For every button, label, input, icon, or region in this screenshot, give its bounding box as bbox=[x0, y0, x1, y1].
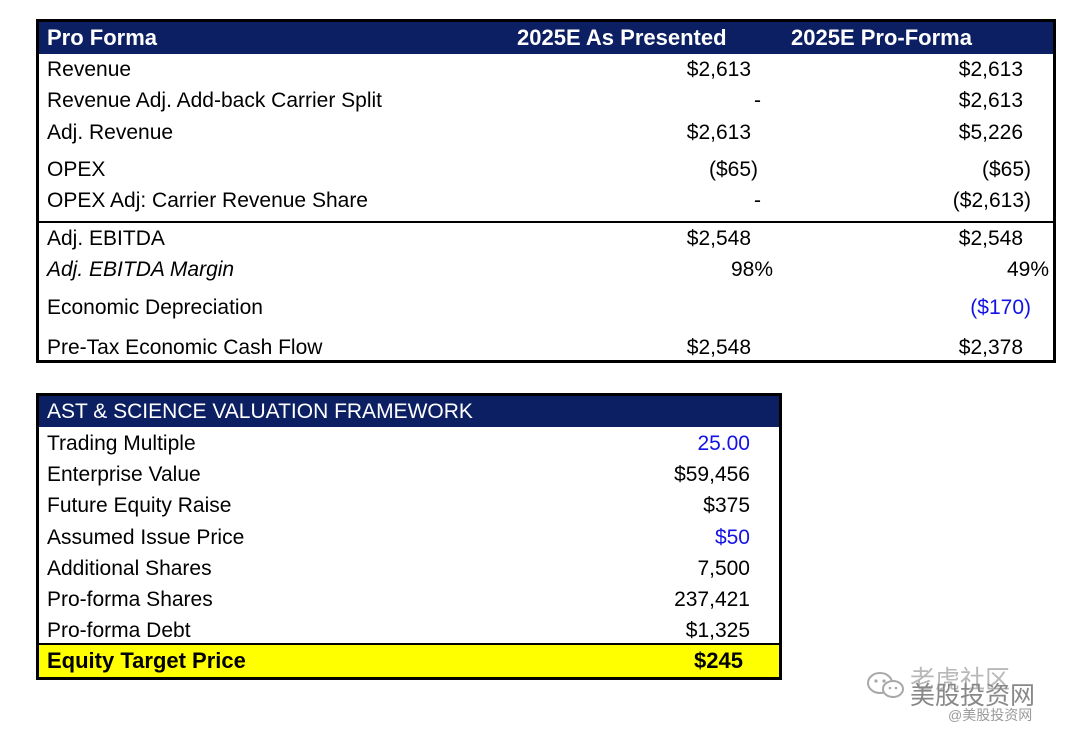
valuation-framework-table: AST & SCIENCE VALUATION FRAMEWORK Tradin… bbox=[36, 393, 782, 680]
row-label: Adj. EBITDA Margin bbox=[47, 258, 235, 281]
value-pro-forma: $2,613 bbox=[958, 58, 1023, 81]
value-as-presented: - bbox=[754, 89, 761, 112]
table-row: Assumed Issue Price $50 bbox=[39, 523, 779, 553]
watermark-line-3: @美股投资网 bbox=[948, 707, 1033, 723]
row-label: OPEX Adj: Carrier Revenue Share bbox=[47, 189, 368, 212]
row-value: $50 bbox=[714, 526, 750, 549]
table-row: Revenue Adj. Add-back Carrier Split - $2… bbox=[39, 86, 1053, 116]
value-pro-forma: $2,548 bbox=[958, 227, 1023, 250]
row-value: 25.00 bbox=[697, 432, 750, 455]
column-header-pro-forma: 2025E Pro-Forma bbox=[791, 25, 972, 50]
row-label: Assumed Issue Price bbox=[47, 526, 245, 549]
table-row: Enterprise Value $59,456 bbox=[39, 460, 779, 490]
table-row: Adj. EBITDA Margin 98% 49% bbox=[39, 255, 1053, 285]
value-pro-forma: ($65) bbox=[981, 158, 1031, 181]
row-value: 7,500 bbox=[697, 557, 750, 580]
row-label: Economic Depreciation bbox=[47, 296, 263, 319]
value-as-presented: ($65) bbox=[708, 158, 758, 181]
value-pro-forma: $5,226 bbox=[958, 121, 1023, 144]
table-row: Adj. EBITDA $2,548 $2,548 bbox=[39, 224, 1053, 254]
section-divider bbox=[39, 221, 1053, 223]
row-label: Trading Multiple bbox=[47, 432, 196, 455]
row-value: $375 bbox=[703, 494, 750, 517]
row-label: Pre-Tax Economic Cash Flow bbox=[47, 336, 323, 359]
table-row: Pro-forma Debt $1,325 bbox=[39, 616, 779, 646]
value-as-presented: $2,548 bbox=[686, 336, 751, 359]
value-pro-forma: $2,613 bbox=[958, 89, 1023, 112]
table-row: Future Equity Raise $375 bbox=[39, 491, 779, 521]
table-row: Pro-forma Shares 237,421 bbox=[39, 585, 779, 615]
equity-target-price-row: Equity Target Price $245 bbox=[39, 643, 779, 677]
row-label: Enterprise Value bbox=[47, 463, 201, 486]
value-pro-forma: 49% bbox=[1006, 258, 1049, 281]
value-as-presented: $2,613 bbox=[686, 58, 751, 81]
row-value: $1,325 bbox=[685, 619, 750, 642]
value-as-presented: 98% bbox=[730, 258, 773, 281]
valuation-header: AST & SCIENCE VALUATION FRAMEWORK bbox=[39, 396, 779, 427]
value-as-presented: $2,613 bbox=[686, 121, 751, 144]
wechat-icon bbox=[867, 672, 904, 698]
pro-forma-title: Pro Forma bbox=[47, 25, 158, 50]
pro-forma-table: Pro Forma 2025E As Presented 2025E Pro-F… bbox=[36, 19, 1056, 363]
watermark-line-1: 老虎社区 bbox=[910, 666, 1011, 694]
valuation-title: AST & SCIENCE VALUATION FRAMEWORK bbox=[47, 400, 473, 423]
row-label: Future Equity Raise bbox=[47, 494, 232, 517]
value-as-presented: $2,548 bbox=[686, 227, 751, 250]
value-pro-forma: ($170) bbox=[970, 296, 1031, 319]
value-as-presented: - bbox=[754, 189, 761, 212]
row-label: Revenue Adj. Add-back Carrier Split bbox=[47, 89, 383, 112]
table-row: OPEX Adj: Carrier Revenue Share - ($2,61… bbox=[39, 186, 1053, 216]
table-row: Economic Depreciation ($170) bbox=[39, 293, 1053, 323]
row-label: Additional Shares bbox=[47, 557, 212, 580]
target-label: Equity Target Price bbox=[47, 648, 246, 673]
value-pro-forma: ($2,613) bbox=[952, 189, 1031, 212]
row-label: OPEX bbox=[47, 158, 106, 181]
row-label: Adj. EBITDA bbox=[47, 227, 165, 250]
row-value: $59,456 bbox=[674, 463, 750, 486]
target-value: $245 bbox=[694, 648, 743, 673]
column-header-as-presented: 2025E As Presented bbox=[517, 25, 727, 50]
table-row: Pre-Tax Economic Cash Flow $2,548 $2,378 bbox=[39, 333, 1053, 363]
value-pro-forma: $2,378 bbox=[958, 336, 1023, 359]
row-label: Pro-forma Debt bbox=[47, 619, 191, 642]
watermark-line-2: 美股投资网 bbox=[910, 682, 1036, 710]
pro-forma-header: Pro Forma 2025E As Presented 2025E Pro-F… bbox=[39, 22, 1053, 54]
row-label: Pro-forma Shares bbox=[47, 588, 213, 611]
table-row: Revenue $2,613 $2,613 bbox=[39, 55, 1053, 85]
table-row: Additional Shares 7,500 bbox=[39, 554, 779, 584]
row-label: Revenue bbox=[47, 58, 132, 81]
table-row: Adj. Revenue $2,613 $5,226 bbox=[39, 118, 1053, 148]
table-row: OPEX ($65) ($65) bbox=[39, 155, 1053, 185]
table-row: Trading Multiple 25.00 bbox=[39, 429, 779, 459]
row-value: 237,421 bbox=[674, 588, 750, 611]
row-label: Adj. Revenue bbox=[47, 121, 174, 144]
